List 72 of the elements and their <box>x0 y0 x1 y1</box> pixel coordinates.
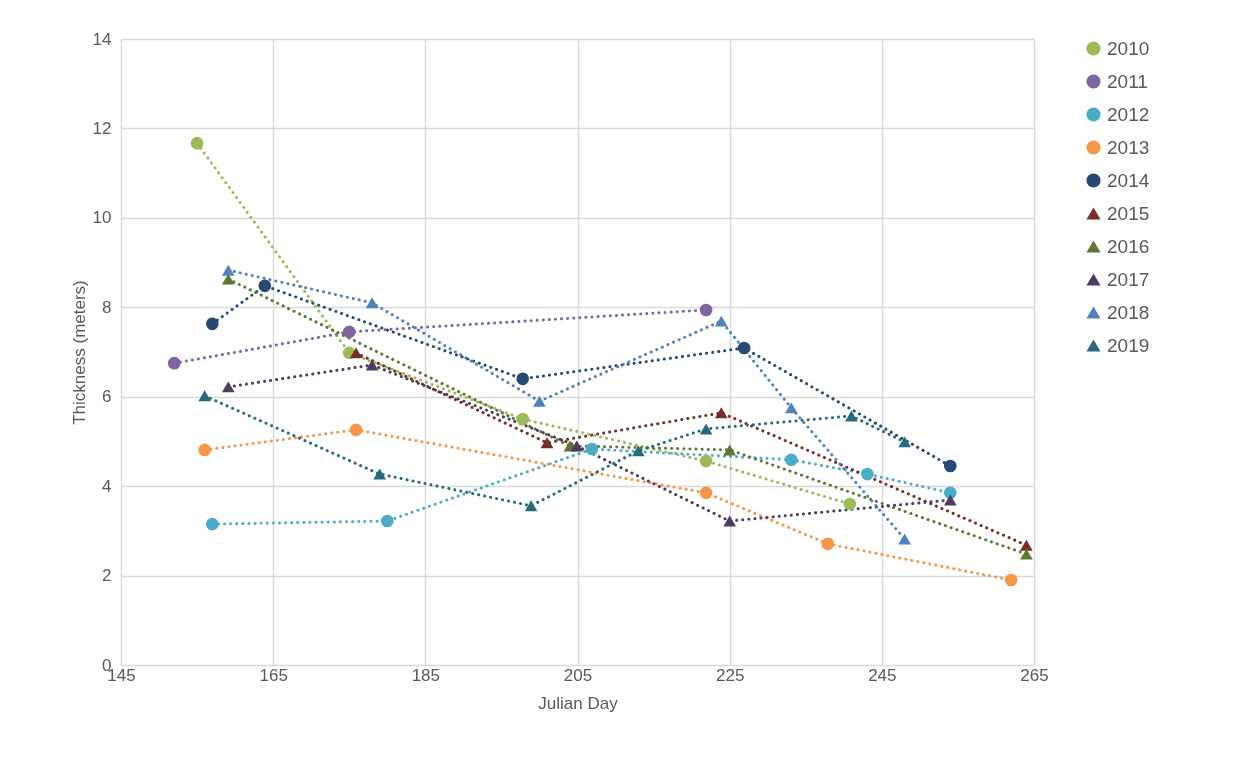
point <box>349 423 363 437</box>
point <box>898 533 911 545</box>
point <box>205 517 219 531</box>
point <box>365 297 379 309</box>
legend-label: 2010 <box>1107 37 1150 59</box>
x-tick-label: 165 <box>259 665 288 685</box>
y-tick-label: 6 <box>102 387 112 407</box>
y-axis-title: Thickness (meters) <box>69 280 89 425</box>
point <box>221 264 235 276</box>
point <box>1020 539 1033 551</box>
point <box>167 356 181 370</box>
point <box>516 372 530 386</box>
x-axis-title: Julian Day <box>538 693 619 713</box>
point <box>190 136 204 150</box>
point <box>861 467 874 481</box>
point <box>540 437 554 449</box>
point <box>1020 548 1033 560</box>
legend-label: 2012 <box>1107 103 1150 125</box>
legend-label: 2017 <box>1107 268 1150 290</box>
legend-label: 2015 <box>1107 202 1150 224</box>
legend-label: 2014 <box>1107 169 1150 191</box>
point <box>699 423 713 435</box>
point <box>516 412 530 426</box>
point <box>524 500 538 512</box>
point <box>943 459 957 473</box>
y-tick-label: 4 <box>102 476 112 496</box>
point <box>784 453 798 467</box>
x-tick-label: 245 <box>868 665 897 685</box>
point <box>843 497 857 511</box>
x-tick-label: 225 <box>715 665 745 685</box>
legend-label: 2018 <box>1107 301 1150 323</box>
legend-label: 2016 <box>1107 235 1150 257</box>
y-tick-label: 8 <box>102 297 112 317</box>
point <box>723 515 736 527</box>
point <box>349 347 363 359</box>
point <box>221 381 235 393</box>
legend-label: 2011 <box>1107 70 1148 92</box>
point <box>365 359 379 371</box>
legend-label: 2013 <box>1107 136 1150 158</box>
point <box>198 390 212 402</box>
point <box>533 395 546 407</box>
point <box>258 279 272 293</box>
point <box>570 440 584 452</box>
y-tick-label: 14 <box>92 29 112 49</box>
point <box>784 402 798 414</box>
x-tick-label: 265 <box>1020 665 1049 685</box>
point <box>1004 573 1018 587</box>
x-tick-label: 185 <box>411 665 441 685</box>
point <box>585 442 599 456</box>
point <box>380 514 394 528</box>
legend-label: 2019 <box>1107 334 1150 356</box>
point <box>699 454 713 468</box>
point <box>198 443 212 457</box>
y-tick-label: 10 <box>92 208 112 228</box>
x-tick-label: 205 <box>563 665 593 685</box>
point <box>845 410 858 422</box>
y-tick-label: 2 <box>102 566 112 586</box>
point <box>714 315 728 327</box>
point <box>373 468 387 480</box>
point <box>714 407 728 419</box>
point <box>221 273 235 285</box>
point <box>723 444 736 456</box>
point <box>699 486 713 500</box>
point <box>699 303 713 317</box>
point <box>632 445 645 457</box>
point <box>821 537 835 551</box>
point <box>737 341 751 355</box>
point <box>342 325 356 339</box>
point <box>943 494 957 506</box>
y-tick-label: 12 <box>92 118 112 138</box>
point <box>205 317 219 331</box>
point <box>898 436 911 448</box>
